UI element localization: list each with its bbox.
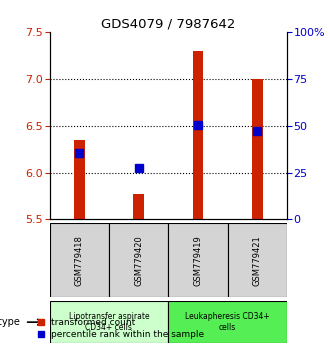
Text: cell type: cell type: [0, 317, 20, 327]
Bar: [193, 51, 203, 219]
Text: GSM779421: GSM779421: [253, 235, 262, 286]
Bar: [252, 79, 263, 219]
Text: GSM779420: GSM779420: [134, 235, 143, 286]
Bar: [74, 140, 84, 219]
Text: GSM779418: GSM779418: [75, 235, 84, 286]
FancyBboxPatch shape: [109, 223, 168, 297]
Bar: [133, 194, 144, 219]
Text: Leukapheresis CD34+
cells: Leukapheresis CD34+ cells: [185, 313, 270, 332]
FancyBboxPatch shape: [168, 301, 287, 343]
FancyBboxPatch shape: [228, 223, 287, 297]
Legend: transformed count, percentile rank within the sample: transformed count, percentile rank withi…: [38, 318, 204, 339]
FancyBboxPatch shape: [168, 223, 228, 297]
FancyBboxPatch shape: [50, 301, 168, 343]
Title: GDS4079 / 7987642: GDS4079 / 7987642: [101, 18, 236, 31]
Text: Lipotransfer aspirate
CD34+ cells: Lipotransfer aspirate CD34+ cells: [69, 313, 149, 332]
FancyBboxPatch shape: [50, 223, 109, 297]
Text: GSM779419: GSM779419: [193, 235, 203, 286]
